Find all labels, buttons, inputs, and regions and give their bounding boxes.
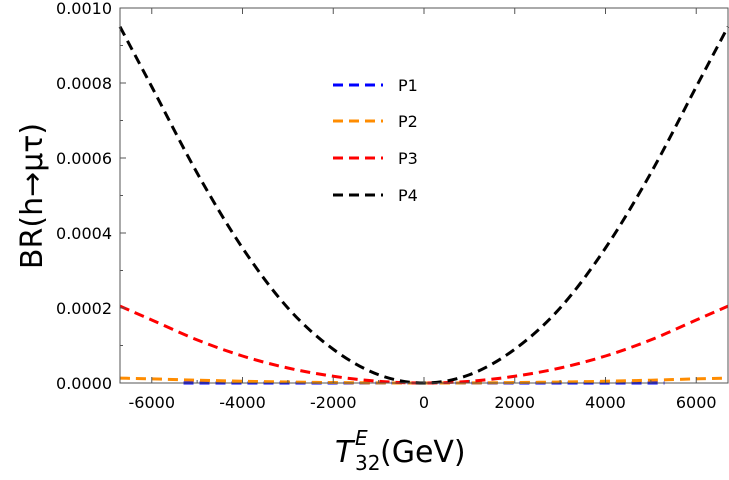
y-tick-label: 0.0000 [56,374,112,393]
x-tick-label: -6000 [129,393,176,412]
x-tick-label: 0 [419,393,429,412]
x-tick-label: 6000 [676,393,717,412]
y-axis-label: BR(h→μτ) [15,123,50,269]
y-tick-label: 0.0010 [56,0,112,18]
x-axis-label-unit: (GeV) [380,435,466,470]
y-tick-label: 0.0008 [56,74,112,93]
y-tick-label: 0.0004 [56,224,112,243]
y-tick-label: 0.0002 [56,299,112,318]
legend-label-P4: P4 [398,186,418,205]
x-tick-label: 2000 [494,393,535,412]
x-tick-label: 4000 [585,393,626,412]
legend-label-P2: P2 [398,112,418,131]
x-axis-label-main: T [335,435,356,470]
legend-label-P1: P1 [398,76,418,95]
y-tick-label: 0.0006 [56,149,112,168]
x-axis-label: T E 32 (GeV) [335,426,466,475]
x-axis-label-sup: E [355,426,368,450]
x-axis-label-sub: 32 [355,451,380,475]
legend-label-P3: P3 [398,149,418,168]
series-P4-line [118,26,729,385]
series-P3-line [119,304,729,385]
x-tick-label: -4000 [219,393,266,412]
x-tick-label: -2000 [310,393,357,412]
